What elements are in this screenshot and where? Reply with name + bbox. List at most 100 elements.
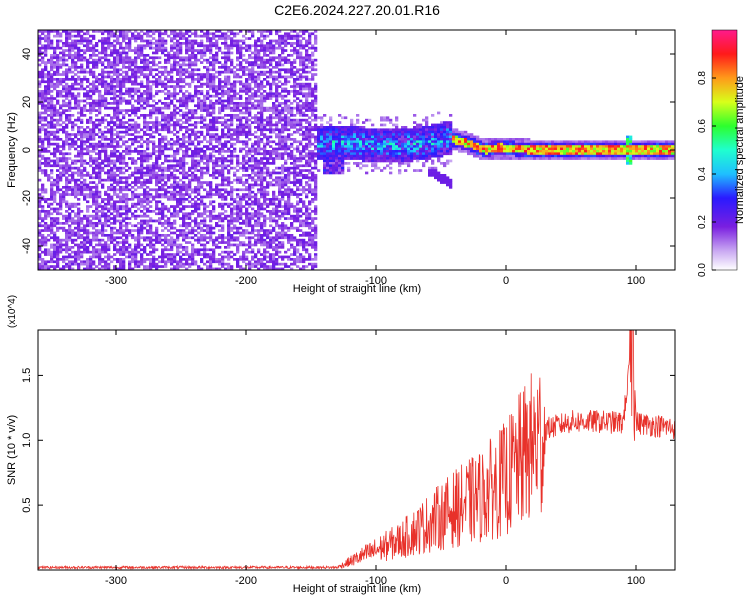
heatmap-cell bbox=[131, 68, 135, 72]
heatmap-cell bbox=[188, 236, 192, 240]
heatmap-cell bbox=[179, 202, 183, 206]
heatmap-cell bbox=[107, 246, 111, 249]
heatmap-cell bbox=[62, 147, 66, 151]
heatmap-cell bbox=[65, 169, 69, 172]
heatmap-cell bbox=[227, 46, 231, 50]
heatmap-cell bbox=[44, 162, 48, 165]
heatmap-cell bbox=[107, 154, 111, 158]
heatmap-cell bbox=[89, 56, 93, 60]
heatmap-cell bbox=[80, 169, 84, 172]
heatmap-cell bbox=[101, 37, 105, 40]
heatmap-cell bbox=[200, 54, 204, 57]
heatmap-cell bbox=[95, 123, 99, 127]
heatmap-cell bbox=[116, 248, 120, 252]
heatmap-cell bbox=[68, 92, 72, 96]
heatmap-cell bbox=[206, 66, 210, 69]
heatmap-cell bbox=[44, 68, 48, 72]
heatmap-cell bbox=[233, 142, 237, 146]
heatmap-cell bbox=[134, 49, 138, 52]
heatmap-cell bbox=[131, 75, 135, 79]
heatmap-cell bbox=[233, 104, 237, 108]
heatmap-cell bbox=[206, 114, 210, 117]
heatmap-cell bbox=[230, 99, 234, 103]
heatmap-cell bbox=[104, 75, 108, 79]
heatmap-cell bbox=[68, 164, 72, 168]
heatmap-cell bbox=[200, 253, 204, 256]
heatmap-cell bbox=[242, 164, 246, 168]
heatmap-cell bbox=[47, 142, 51, 146]
heatmap-cell bbox=[173, 109, 177, 112]
heatmap-cell bbox=[56, 56, 60, 60]
heatmap-cell bbox=[212, 166, 216, 170]
heatmap-cell bbox=[104, 49, 108, 52]
heatmap-cell bbox=[86, 229, 90, 232]
heatmap-cell bbox=[158, 90, 162, 93]
heatmap-cell bbox=[212, 248, 216, 252]
heatmap-cell bbox=[161, 123, 165, 127]
heatmap-cell bbox=[107, 267, 111, 270]
heatmap-cell bbox=[164, 66, 168, 69]
heatmap-cell bbox=[260, 169, 264, 172]
heatmap-cell bbox=[164, 255, 168, 259]
heatmap-cell bbox=[164, 236, 168, 240]
heatmap-cell bbox=[86, 246, 90, 249]
heatmap-cell bbox=[203, 188, 207, 192]
heatmap-cell bbox=[110, 238, 114, 242]
heatmap-cell bbox=[77, 243, 81, 247]
heatmap-cell bbox=[140, 159, 144, 163]
heatmap-cell bbox=[47, 164, 51, 168]
heatmap-cell bbox=[107, 44, 111, 48]
heatmap-cell bbox=[65, 39, 69, 43]
heatmap-cell bbox=[44, 54, 48, 57]
heatmap-cell bbox=[200, 82, 204, 86]
heatmap-cell bbox=[143, 226, 147, 230]
heatmap-cell bbox=[122, 205, 126, 208]
heatmap-cell bbox=[56, 114, 60, 117]
heatmap-cell bbox=[173, 258, 177, 261]
heatmap-cell bbox=[41, 68, 45, 72]
heatmap-cell bbox=[185, 42, 189, 45]
heatmap-cell bbox=[209, 154, 213, 158]
heatmap-cell bbox=[257, 75, 261, 79]
heatmap-cell bbox=[125, 229, 129, 232]
heatmap-cell bbox=[215, 70, 219, 74]
heatmap-cell bbox=[119, 198, 123, 201]
heatmap-cell bbox=[158, 147, 162, 151]
heatmap-cell bbox=[176, 39, 180, 43]
heatmap-cell bbox=[74, 142, 78, 146]
heatmap-cell bbox=[143, 90, 147, 93]
heatmap-cell bbox=[149, 195, 153, 199]
heatmap-cell bbox=[242, 66, 246, 69]
heatmap-cell bbox=[173, 121, 177, 124]
heatmap-cell bbox=[203, 243, 207, 247]
heatmap-cell bbox=[167, 51, 171, 55]
heatmap-cell bbox=[59, 157, 63, 160]
heatmap-cell bbox=[44, 226, 48, 230]
heatmap-cell bbox=[164, 262, 168, 266]
heatmap-cell bbox=[80, 34, 84, 38]
heatmap-cell bbox=[203, 212, 207, 216]
heatmap-cell bbox=[101, 32, 105, 36]
heatmap-cell bbox=[212, 231, 216, 235]
heatmap-cell bbox=[257, 248, 261, 252]
heatmap-cell bbox=[92, 80, 96, 84]
heatmap-cell bbox=[125, 102, 129, 105]
heatmap-cell bbox=[170, 246, 174, 249]
heatmap-cell bbox=[215, 164, 219, 168]
heatmap-cell bbox=[122, 97, 126, 100]
heatmap-cell bbox=[41, 73, 45, 76]
heatmap-cell bbox=[131, 126, 135, 129]
heatmap-cell bbox=[47, 162, 51, 165]
heatmap-cell bbox=[53, 190, 57, 194]
heatmap-cell bbox=[152, 258, 156, 261]
heatmap-cell bbox=[80, 210, 84, 213]
heatmap-cell bbox=[77, 183, 81, 187]
heatmap-cell bbox=[212, 171, 216, 175]
heatmap-cell bbox=[236, 231, 240, 235]
heatmap-cell bbox=[227, 214, 231, 218]
heatmap-cell bbox=[221, 219, 225, 223]
heatmap-cell bbox=[152, 80, 156, 84]
heatmap-cell bbox=[260, 82, 264, 86]
heatmap-cell bbox=[77, 178, 81, 182]
heatmap-cell bbox=[50, 181, 54, 184]
